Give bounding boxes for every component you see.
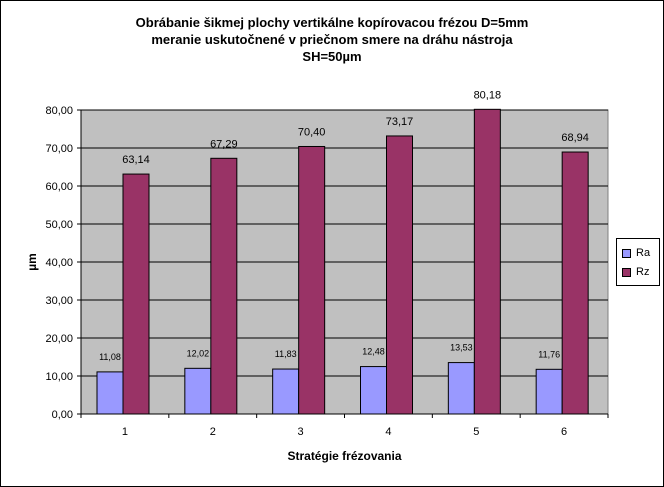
legend-swatch-ra <box>622 248 631 258</box>
data-label-ra: 12,48 <box>362 347 385 357</box>
y-tick-label: 0,00 <box>52 409 73 421</box>
x-tick-label: 5 <box>473 426 479 438</box>
y-tick-label: 10,00 <box>45 371 73 383</box>
x-axis-title: Stratégie frézovania <box>287 449 401 463</box>
data-label-rz: 63,14 <box>122 154 150 166</box>
y-tick-label: 70,00 <box>45 143 73 155</box>
bar-ra <box>360 366 387 415</box>
legend-label-ra: Ra <box>636 247 651 259</box>
y-tick-label: 80,00 <box>45 105 73 117</box>
x-tick-label: 4 <box>385 426 391 438</box>
bar-rz <box>561 151 589 415</box>
bar-rz <box>122 173 150 415</box>
legend-item-rz: Rz <box>622 266 649 278</box>
legend-label-rz: Rz <box>636 266 650 278</box>
data-label-ra: 11,76 <box>538 349 560 359</box>
bar-rz <box>473 108 501 415</box>
bar-rz <box>210 157 238 415</box>
x-tick-label: 6 <box>561 426 567 438</box>
bar-ra <box>184 367 212 415</box>
bar-ra <box>96 371 124 415</box>
data-label-rz: 68,94 <box>561 132 589 144</box>
chart-title: Obrábanie šikmej plochy vertikálne kopír… <box>0 14 664 65</box>
data-label-rz: 73,17 <box>386 116 414 128</box>
bar-ra <box>272 368 300 415</box>
data-label-ra: 11,83 <box>275 349 297 359</box>
data-label-ra: 11,08 <box>99 352 121 362</box>
bar-ra <box>447 362 475 415</box>
legend: Ra Rz <box>616 238 660 286</box>
y-tick-label: 30,00 <box>45 295 73 307</box>
legend-item-ra: Ra <box>622 247 650 259</box>
bar-rz <box>298 145 326 415</box>
y-tick-label: 20,00 <box>45 333 73 345</box>
data-label-rz: 80,18 <box>474 89 502 101</box>
axes: 0,00 10,00 20,00 30,00 40,00 50,00 60,00 70,00 8… <box>45 105 609 438</box>
bar-rz <box>386 135 413 415</box>
y-tick-label: 40,00 <box>45 257 73 269</box>
bar-ra <box>535 368 563 415</box>
legend-swatch-rz <box>622 267 631 277</box>
data-labels: 11,08 63,14 12,02 67,29 11,83 70,40 12,48 73,17… <box>99 89 589 362</box>
data-label-ra: 12,02 <box>187 348 210 358</box>
chart-title-line-2: meranie uskutočnené v priečnom smere na … <box>151 32 513 47</box>
y-tick-label: 60,00 <box>45 181 73 193</box>
chart-title-line-1: Obrábanie šikmej plochy vertikálne kopír… <box>135 15 529 30</box>
x-tick-label: 2 <box>210 426 216 438</box>
data-label-rz: 70,40 <box>298 126 326 138</box>
x-tick-label: 3 <box>298 426 304 438</box>
data-label-rz: 67,29 <box>210 138 238 150</box>
x-tick-label: 1 <box>122 426 128 438</box>
data-label-ra: 13,53 <box>450 343 473 353</box>
y-axis-title: µm <box>25 253 39 271</box>
chart-title-line-3: SH=50µm <box>302 49 362 64</box>
y-tick-label: 50,00 <box>45 219 73 231</box>
